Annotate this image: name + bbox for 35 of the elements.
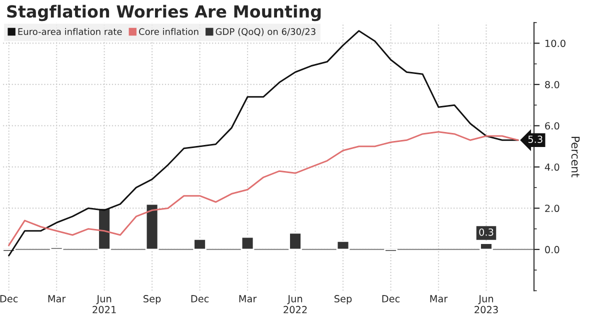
x-tick-label: Mar: [430, 295, 448, 302]
data-label: 5.3: [528, 136, 542, 143]
line-series: [8, 30, 519, 256]
bar: [193, 238, 206, 250]
bar: [480, 242, 493, 250]
x-tick-label: Sep: [334, 295, 352, 304]
data-label: 0.3: [479, 228, 494, 236]
bar: [384, 248, 398, 252]
legend-label: GDP (QoQ) on 6/30/23: [216, 28, 316, 36]
bar: [145, 203, 159, 250]
bar: [288, 232, 302, 250]
y-tick-label: 10.0: [545, 40, 566, 48]
bar: [50, 246, 64, 250]
x-tick-label: Jun 2022: [284, 295, 307, 314]
x-tick-label: Mar: [48, 295, 66, 302]
y-tick-label: 4.0: [544, 163, 560, 171]
y-tick-label: 6.0: [545, 122, 560, 130]
bar: [98, 208, 111, 250]
bar: [240, 236, 254, 250]
y-axis-title: Percent: [571, 136, 580, 178]
x-tick-label: Jun 2023: [474, 295, 498, 314]
legend-label: Euro-area inflation rate: [18, 28, 122, 36]
bar: [336, 240, 350, 250]
x-tick-label: Sep: [144, 295, 161, 304]
y-tick-label: 0.0: [545, 246, 560, 254]
y-tick-label: 8.0: [545, 80, 560, 88]
x-tick-label: Dec: [0, 295, 18, 302]
legend-label: Core inflation: [139, 28, 198, 36]
x-tick-label: Jun 2021: [92, 295, 116, 314]
x-tick-label: Dec: [382, 295, 400, 302]
y-tick-label: 2.0: [545, 204, 560, 212]
x-tick-label: Mar: [239, 295, 257, 302]
x-tick-label: Dec: [191, 295, 209, 302]
line-series: [8, 131, 519, 246]
chart-title: Stagflation Worries Are Mounting: [7, 4, 321, 22]
